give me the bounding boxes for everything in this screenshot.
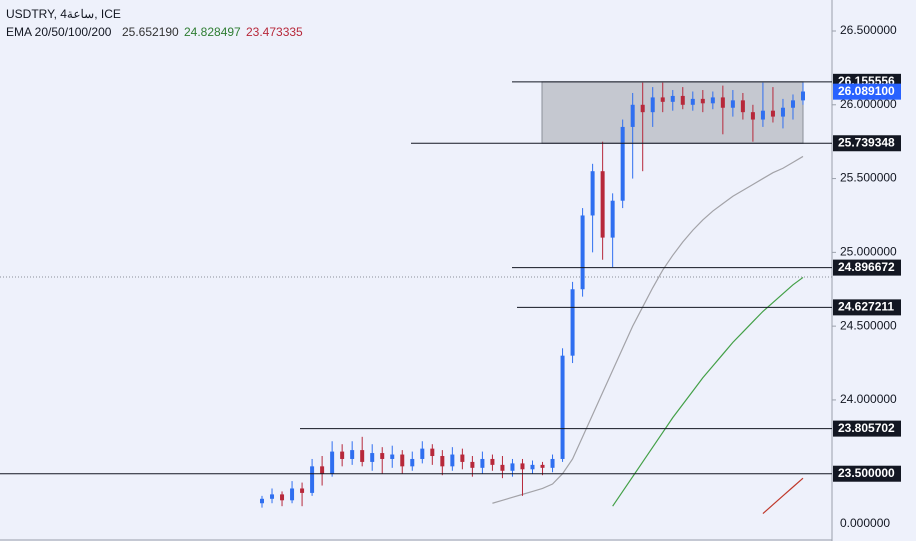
candle-body (350, 450, 355, 459)
current-price-tag (833, 83, 901, 100)
candle-body (290, 488, 295, 501)
candle-body (540, 464, 545, 468)
candle-body (340, 451, 345, 459)
candle-body (300, 488, 305, 493)
candle-body (420, 448, 425, 459)
candle-body (510, 463, 515, 471)
candles (260, 82, 805, 508)
candle-body (650, 97, 655, 113)
candle-body (460, 454, 465, 462)
price-tag (833, 259, 901, 276)
candle-body (670, 95, 675, 102)
candle-body (550, 458, 555, 468)
current-price-label: 26.089100 (838, 84, 895, 98)
candle-body (280, 494, 285, 501)
candle-body (590, 171, 595, 216)
price-tag-label: 23.805702 (838, 421, 895, 435)
y-tick-label: 25.000000 (840, 245, 897, 259)
candle-body (320, 466, 325, 474)
candle-body (380, 453, 385, 459)
candle-body (740, 100, 745, 113)
candle-body (690, 98, 695, 105)
candle-body (310, 466, 315, 493)
y-tick-label: 26.500000 (840, 23, 897, 37)
candle-body (780, 107, 785, 117)
price-tag (833, 299, 901, 316)
candle-body (480, 458, 485, 468)
price-tag-label: 25.739348 (838, 135, 895, 149)
price-tag (833, 420, 901, 437)
candle-body (260, 498, 264, 504)
candle-body (770, 110, 775, 117)
y-axis-label: 0.000000 (840, 516, 890, 530)
ema-line (492, 155, 804, 504)
indicator-value: 25.652190 (122, 25, 179, 39)
candle-body (390, 454, 395, 459)
candle-body (660, 97, 665, 102)
candle-body (370, 453, 375, 462)
candle-body (440, 456, 445, 467)
candle-body (630, 104, 635, 127)
candle-body (330, 451, 335, 474)
candle-body (410, 458, 415, 467)
price-tag (833, 465, 901, 482)
candle-body (750, 112, 755, 120)
candle-body (450, 454, 455, 467)
candle-body (760, 110, 765, 120)
candle-body (710, 97, 715, 104)
candle-body (520, 463, 525, 470)
candle-body (620, 126, 625, 201)
candle-body (600, 171, 605, 238)
candle-body (580, 215, 585, 290)
candle-body (730, 100, 735, 108)
candle-body (801, 91, 805, 101)
price-tag (833, 135, 901, 152)
indicator-label: EMA 20/50/100/200 (6, 25, 112, 39)
candle-body (270, 494, 275, 499)
price-tag-label: 23.500000 (838, 466, 895, 480)
indicator-value: 24.828497 (184, 25, 241, 39)
y-tick-label: 25.500000 (840, 171, 897, 185)
candle-body (430, 448, 435, 457)
candle-body (640, 104, 645, 113)
price-tag-label: 24.896672 (838, 260, 895, 274)
candle-body (560, 355, 565, 459)
candle-body (790, 100, 795, 108)
ema-line (612, 276, 804, 507)
candle-body (500, 464, 505, 471)
candle-body (470, 461, 475, 468)
candle-body (530, 464, 535, 470)
candle-body (360, 450, 365, 462)
candle-body (700, 98, 705, 104)
candle-body (490, 458, 495, 465)
y-tick-label: 24.500000 (840, 318, 897, 332)
ema-line (762, 477, 804, 515)
chart-title: USDTRY, 4ساعة, ICE (6, 7, 121, 21)
candle-body (400, 454, 405, 467)
price-tag-label: 24.627211 (838, 300, 894, 314)
indicator-value: 23.473335 (246, 25, 303, 39)
candle-body (720, 97, 725, 108)
candle-body (680, 95, 685, 105)
candle-body (570, 289, 575, 356)
candle-body (610, 200, 615, 238)
y-tick-label: 26.000000 (840, 97, 897, 111)
y-tick-label: 24.000000 (840, 392, 897, 406)
